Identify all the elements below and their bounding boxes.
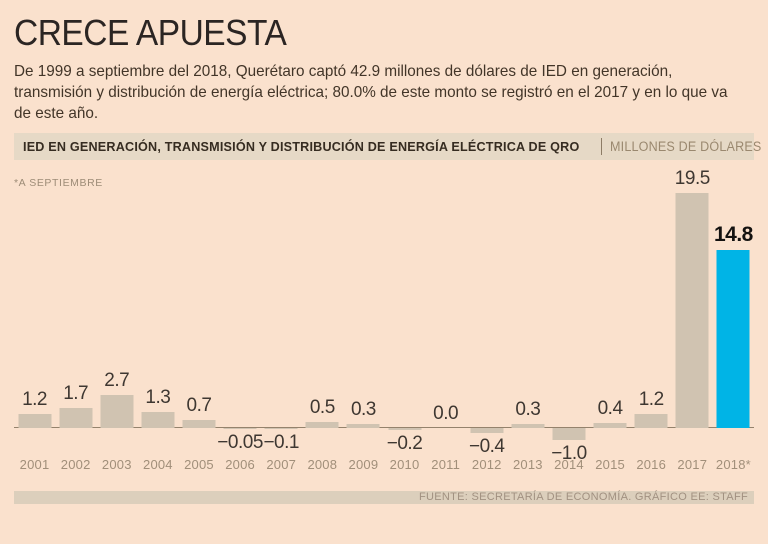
chart-plot-area: 1.2 2001 1.7 2002 2.7 2003 1.3 2004 0.7 2005 −0.05… — [14, 168, 754, 477]
bar — [552, 428, 586, 440]
bar — [305, 422, 339, 428]
value-label: 1.7 — [63, 383, 89, 404]
intro-line: transmisión y distribución de energía el… — [14, 84, 728, 101]
value-label: −0.4 — [468, 436, 505, 457]
bar-column: −1.0 2014 — [548, 170, 589, 477]
x-axis-label: 2014 — [554, 457, 584, 472]
bar — [511, 424, 545, 428]
intro-line: De 1999 a septiembre del 2018, Querétaro… — [14, 63, 673, 80]
bar-column: 1.2 2016 — [631, 170, 672, 477]
bar — [346, 424, 380, 428]
x-axis-line — [14, 427, 754, 428]
value-label: 0.0 — [433, 403, 459, 424]
bar-column: −0.05 2006 — [217, 170, 263, 477]
x-axis-label: 2008 — [307, 457, 338, 472]
bar — [264, 428, 298, 429]
bar — [223, 428, 257, 429]
x-axis-label: 2018* — [715, 457, 751, 472]
bar-chart: *A SEPTIEMBRE 1.2 2001 1.7 2002 2.7 2003 1.3 20… — [14, 168, 754, 477]
x-axis-label: 2003 — [101, 457, 132, 472]
bar-column: 0.0 2011 — [425, 170, 466, 477]
page-title: CRECE APUESTA — [14, 12, 287, 53]
x-axis-label: 2004 — [143, 457, 173, 472]
bar — [388, 428, 422, 430]
bar-highlighted — [716, 250, 750, 428]
x-axis-label: 2006 — [225, 457, 255, 472]
intro-line: de este año. — [14, 105, 99, 122]
bar-column: 2.7 2003 — [96, 170, 137, 477]
x-axis-label: 2011 — [431, 457, 461, 472]
bar-column: 1.7 2002 — [55, 170, 96, 477]
bar-column: 0.3 2009 — [343, 170, 384, 477]
bar-column: −0.4 2012 — [466, 170, 507, 477]
bar-column: 0.7 2005 — [178, 170, 219, 477]
bar — [675, 193, 709, 428]
bar — [59, 408, 93, 428]
x-axis-label: 2013 — [512, 457, 543, 472]
source-credit-bar: FUENTE: SECRETARÍA DE ECONOMÍA. GRÁFICO … — [14, 491, 754, 504]
value-label: 1.3 — [145, 387, 171, 408]
x-axis-label: 2002 — [60, 457, 91, 472]
x-axis-label: 2005 — [184, 457, 214, 472]
x-axis-label: 2009 — [348, 457, 379, 472]
chart-header-bar: IED EN GENERACIÓN, TRANSMISIÓN Y DISTRIB… — [14, 133, 761, 160]
value-label: −0.1 — [263, 432, 299, 453]
x-axis-label: 2017 — [677, 457, 708, 472]
x-axis-label: 2010 — [389, 457, 420, 472]
bar-column: −0.1 2007 — [261, 170, 302, 477]
value-label: 19.5 — [674, 168, 710, 189]
value-label: −0.2 — [386, 433, 423, 454]
value-label: 2.7 — [104, 370, 130, 391]
x-axis-label: 2015 — [595, 457, 625, 472]
x-axis-label: 2001 — [19, 457, 50, 472]
value-label: 0.5 — [309, 397, 335, 418]
chart-title: IED EN GENERACIÓN, TRANSMISIÓN Y DISTRIB… — [23, 139, 580, 154]
value-label: 0.3 — [350, 399, 376, 420]
value-label: 1.2 — [638, 389, 664, 410]
header-divider — [600, 138, 602, 155]
value-label: 0.4 — [597, 398, 623, 419]
bar-column: 19.5 2017 — [672, 168, 713, 477]
bar — [182, 420, 216, 428]
bar — [18, 414, 52, 428]
bar-column: 0.4 2015 — [590, 170, 631, 477]
bar-column: 1.2 2001 — [14, 170, 55, 477]
x-axis-label: 2016 — [636, 457, 667, 472]
value-label: −1.0 — [551, 443, 587, 464]
chart-units-label: MILLONES DE DÓLARES — [609, 139, 762, 154]
value-label: 1.2 — [22, 389, 48, 410]
bar-column: −0.2 2010 — [384, 170, 425, 477]
bar-column: 0.3 2013 — [507, 170, 548, 477]
bar — [593, 423, 627, 428]
bar — [634, 414, 668, 428]
bar — [470, 428, 504, 433]
bar-column: 14.8 2018* — [713, 170, 754, 477]
value-label: 0.7 — [186, 395, 212, 416]
bar-column: 0.5 2008 — [302, 170, 343, 477]
x-axis-label: 2012 — [471, 457, 502, 472]
bar-column: 1.3 2004 — [137, 170, 178, 477]
infographic: CRECE APUESTA De 1999 a septiembre del 2… — [0, 12, 768, 504]
intro-paragraph: De 1999 a septiembre del 2018, Querétaro… — [14, 61, 728, 124]
bar — [141, 412, 175, 428]
value-label: 14.8 — [713, 223, 753, 246]
value-label: 0.3 — [515, 399, 541, 420]
chart-footnote: *A SEPTIEMBRE — [14, 177, 103, 189]
value-label: −0.05 — [217, 432, 263, 453]
bar — [100, 395, 134, 428]
x-axis-label: 2007 — [266, 457, 297, 472]
